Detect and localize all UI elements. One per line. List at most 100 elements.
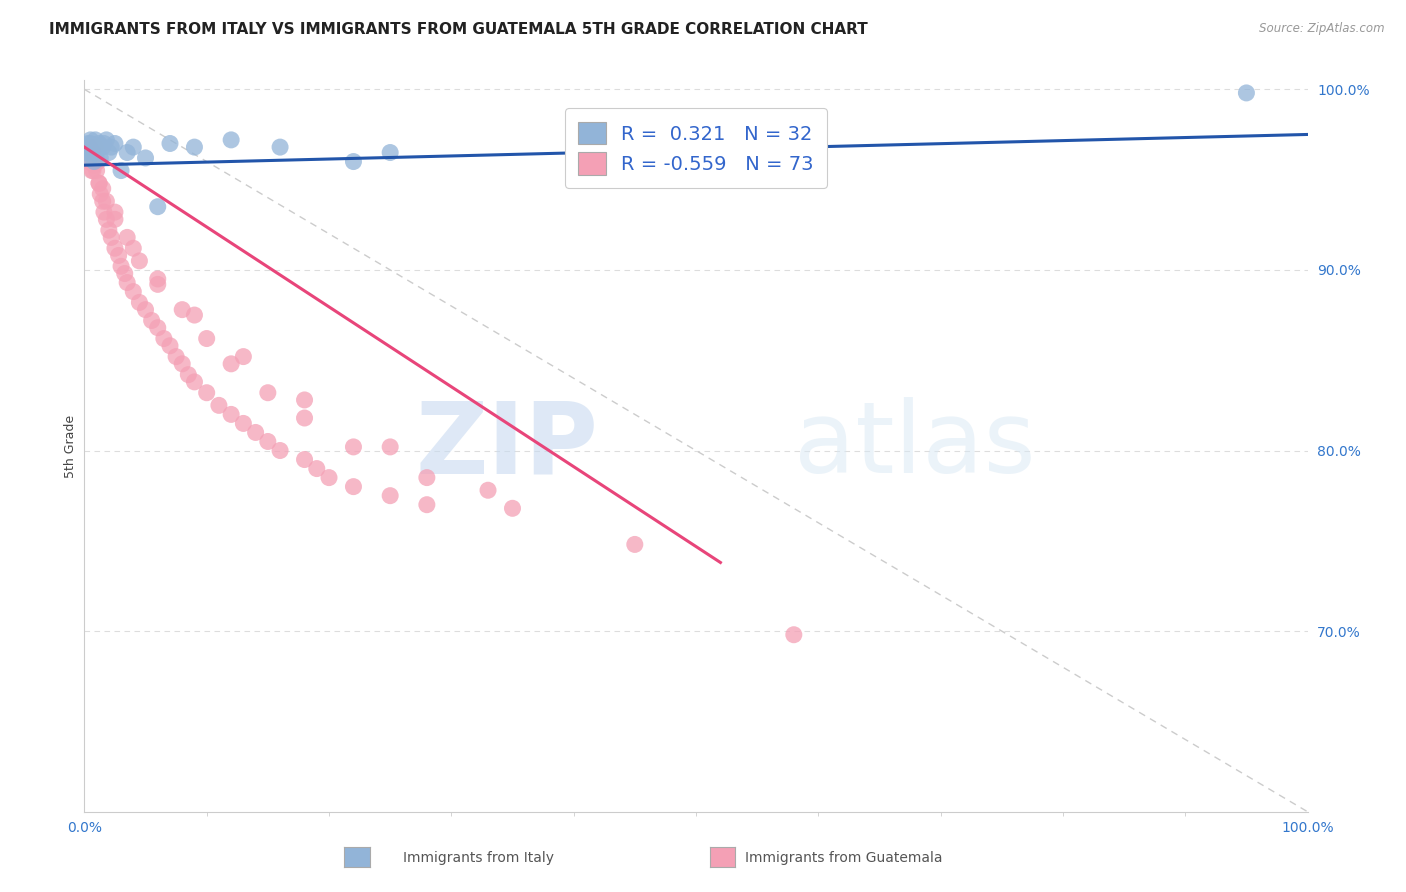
Point bbox=[135, 302, 157, 317]
Point bbox=[97, 223, 120, 237]
Point bbox=[79, 133, 101, 147]
Point bbox=[80, 163, 103, 178]
Point bbox=[100, 230, 122, 244]
Point bbox=[122, 140, 145, 154]
Point bbox=[104, 212, 127, 227]
Point bbox=[122, 241, 145, 255]
Point bbox=[115, 145, 138, 160]
Point bbox=[183, 140, 205, 154]
Point bbox=[219, 133, 242, 147]
Point bbox=[82, 145, 104, 160]
Point bbox=[84, 140, 107, 154]
Point bbox=[104, 136, 127, 151]
Point bbox=[159, 339, 181, 353]
Y-axis label: 5th Grade: 5th Grade bbox=[65, 415, 77, 477]
Point bbox=[82, 163, 104, 178]
Point bbox=[159, 136, 181, 151]
Point bbox=[91, 194, 114, 209]
Point bbox=[380, 489, 402, 503]
Point bbox=[89, 187, 111, 202]
Point bbox=[257, 434, 280, 449]
Point bbox=[318, 470, 340, 484]
Point bbox=[128, 253, 150, 268]
Point bbox=[87, 136, 110, 151]
Point bbox=[77, 151, 100, 165]
Point bbox=[342, 440, 364, 454]
Point bbox=[79, 136, 101, 151]
Point bbox=[245, 425, 267, 440]
Point bbox=[89, 151, 111, 165]
Point bbox=[146, 200, 169, 214]
Point bbox=[93, 136, 115, 151]
Point bbox=[153, 332, 176, 346]
Point bbox=[100, 140, 122, 154]
Point bbox=[342, 154, 364, 169]
Point bbox=[219, 408, 242, 422]
Point bbox=[104, 241, 127, 255]
Point bbox=[77, 154, 100, 169]
Point bbox=[195, 332, 218, 346]
Point bbox=[114, 267, 136, 281]
Point bbox=[87, 176, 110, 190]
Point bbox=[76, 145, 98, 160]
Point bbox=[269, 140, 291, 154]
Point bbox=[83, 154, 105, 169]
Point bbox=[83, 158, 105, 172]
Point bbox=[183, 375, 205, 389]
Legend: R =  0.321   N = 32, R = -0.559   N = 73: R = 0.321 N = 32, R = -0.559 N = 73 bbox=[565, 108, 827, 188]
Point bbox=[87, 176, 110, 190]
Point bbox=[195, 385, 218, 400]
Point bbox=[183, 308, 205, 322]
Point bbox=[128, 295, 150, 310]
Point bbox=[135, 151, 157, 165]
Point bbox=[172, 302, 194, 317]
Point bbox=[87, 154, 110, 169]
Point bbox=[122, 285, 145, 299]
Point bbox=[1236, 86, 1258, 100]
Point bbox=[115, 276, 138, 290]
Point bbox=[380, 440, 402, 454]
Point bbox=[83, 154, 105, 169]
Point bbox=[80, 145, 103, 160]
Point bbox=[110, 260, 132, 274]
Point bbox=[110, 163, 132, 178]
Point bbox=[257, 385, 280, 400]
Point bbox=[91, 181, 114, 195]
Point bbox=[77, 140, 100, 154]
Point bbox=[342, 480, 364, 494]
Text: Immigrants from Guatemala: Immigrants from Guatemala bbox=[745, 851, 942, 865]
Point bbox=[87, 140, 110, 154]
Point bbox=[97, 145, 120, 160]
Point bbox=[82, 140, 104, 154]
Point bbox=[502, 501, 524, 516]
Point bbox=[783, 628, 806, 642]
Point bbox=[219, 357, 242, 371]
Point bbox=[165, 350, 187, 364]
Text: atlas: atlas bbox=[794, 398, 1035, 494]
Point bbox=[91, 140, 114, 154]
Point bbox=[77, 136, 100, 151]
Text: ZIP: ZIP bbox=[415, 398, 598, 494]
Point bbox=[84, 133, 107, 147]
Point bbox=[380, 145, 402, 160]
Point bbox=[172, 357, 194, 371]
Point bbox=[107, 248, 129, 262]
Point bbox=[86, 145, 108, 160]
Text: Source: ZipAtlas.com: Source: ZipAtlas.com bbox=[1260, 22, 1385, 36]
Point bbox=[75, 145, 97, 160]
Point bbox=[294, 392, 316, 407]
Point bbox=[76, 140, 98, 154]
Point bbox=[96, 212, 118, 227]
Point bbox=[232, 350, 254, 364]
Point bbox=[416, 470, 439, 484]
Point bbox=[141, 313, 163, 327]
Text: IMMIGRANTS FROM ITALY VS IMMIGRANTS FROM GUATEMALA 5TH GRADE CORRELATION CHART: IMMIGRANTS FROM ITALY VS IMMIGRANTS FROM… bbox=[49, 22, 868, 37]
Point bbox=[269, 443, 291, 458]
Point bbox=[477, 483, 499, 498]
Point bbox=[232, 417, 254, 431]
Point bbox=[146, 272, 169, 286]
Point bbox=[294, 411, 316, 425]
Point bbox=[177, 368, 200, 382]
Point bbox=[86, 163, 108, 178]
Point bbox=[146, 277, 169, 292]
